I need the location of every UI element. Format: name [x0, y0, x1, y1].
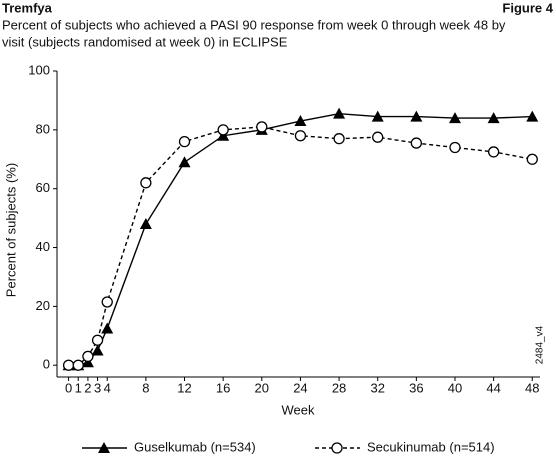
x-tick-label: 1: [75, 380, 82, 395]
marker: [82, 350, 94, 363]
legend-label: Guselkumab (n=534): [134, 439, 256, 454]
legend-label: Secukinumab (n=514): [367, 439, 495, 454]
legend-marker: [98, 442, 110, 453]
marker: [333, 133, 345, 145]
marker: [448, 112, 461, 124]
x-tick-label: 44: [486, 380, 500, 395]
marker: [294, 130, 307, 142]
x-tick-label: 4: [104, 380, 111, 395]
marker: [101, 322, 114, 334]
marker: [371, 110, 384, 122]
x-tick-label: 20: [255, 380, 269, 395]
marker: [140, 177, 152, 189]
marker: [139, 218, 152, 229]
chart-title: Percent of subjects who achieved a PASI …: [2, 17, 506, 32]
marker: [372, 131, 384, 143]
annotation: 2484_v4: [535, 325, 546, 364]
marker: [91, 344, 104, 356]
x-tick-label: 32: [370, 380, 384, 395]
marker: [72, 359, 84, 371]
header-left: Tremfya: [2, 0, 53, 15]
x-tick-label: 24: [293, 380, 307, 395]
header-right: Figure 4: [502, 0, 553, 15]
y-tick-label: 80: [36, 121, 50, 136]
y-axis-label: Percent of subjects (%): [3, 163, 18, 297]
x-tick-label: 12: [177, 380, 191, 395]
x-tick-label: 28: [332, 380, 346, 395]
marker: [62, 359, 75, 371]
x-tick-label: 2: [84, 380, 91, 395]
marker: [91, 334, 104, 346]
y-tick-label: 100: [28, 62, 50, 77]
marker: [487, 112, 500, 124]
marker: [294, 115, 307, 127]
marker: [410, 110, 423, 122]
marker: [178, 135, 191, 148]
x-tick-label: 3: [94, 380, 101, 395]
series-line: [68, 112, 533, 366]
marker: [526, 110, 539, 122]
marker: [178, 156, 191, 168]
x-tick-label: 36: [409, 380, 423, 395]
chart-title: visit (subjects randomised at week 0) in…: [2, 34, 288, 49]
y-tick-label: 40: [36, 239, 50, 254]
marker: [487, 146, 500, 158]
legend-marker: [331, 442, 343, 454]
marker: [101, 296, 113, 308]
marker: [526, 153, 538, 165]
y-tick-label: 60: [36, 180, 50, 195]
marker: [256, 121, 268, 133]
y-tick-label: 20: [36, 298, 50, 313]
marker: [410, 137, 423, 149]
x-tick-label: 40: [448, 380, 462, 395]
x-tick-label: 16: [216, 380, 230, 395]
marker: [217, 124, 229, 136]
series-line: [68, 126, 533, 366]
x-tick-label: 48: [525, 380, 539, 395]
marker: [333, 107, 346, 119]
marker: [449, 141, 461, 154]
x-tick-label: 8: [142, 380, 149, 395]
y-tick-label: 0: [43, 357, 50, 372]
x-tick-label: 0: [65, 380, 72, 395]
x-axis-label: Week: [282, 402, 315, 417]
